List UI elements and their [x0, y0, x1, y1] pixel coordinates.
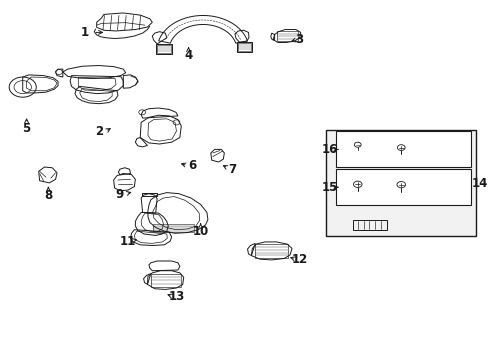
Text: 1: 1 [81, 26, 88, 39]
Text: 4: 4 [184, 49, 192, 62]
Bar [335, 131, 470, 167]
Text: 9: 9 [116, 188, 124, 201]
Bar [142, 193, 156, 196]
Text: 3: 3 [295, 33, 303, 46]
Bar [236, 42, 252, 52]
Text: 5: 5 [22, 122, 31, 135]
Text: 15: 15 [322, 181, 338, 194]
Text: 7: 7 [227, 163, 236, 176]
Bar [325, 130, 475, 236]
Text: 16: 16 [322, 143, 338, 156]
Bar [156, 44, 171, 54]
Text: 8: 8 [44, 189, 52, 202]
Text: 11: 11 [119, 235, 136, 248]
Bar [150, 274, 181, 287]
Bar [276, 31, 297, 41]
Bar [157, 45, 170, 53]
Bar [152, 224, 193, 232]
Text: 14: 14 [471, 177, 488, 190]
Bar [237, 43, 251, 51]
Text: 10: 10 [192, 225, 208, 238]
Bar [255, 244, 287, 258]
Bar [335, 169, 470, 205]
Text: 6: 6 [188, 159, 196, 172]
Text: 13: 13 [168, 291, 184, 303]
Text: 12: 12 [291, 253, 307, 266]
Text: 2: 2 [95, 125, 103, 138]
